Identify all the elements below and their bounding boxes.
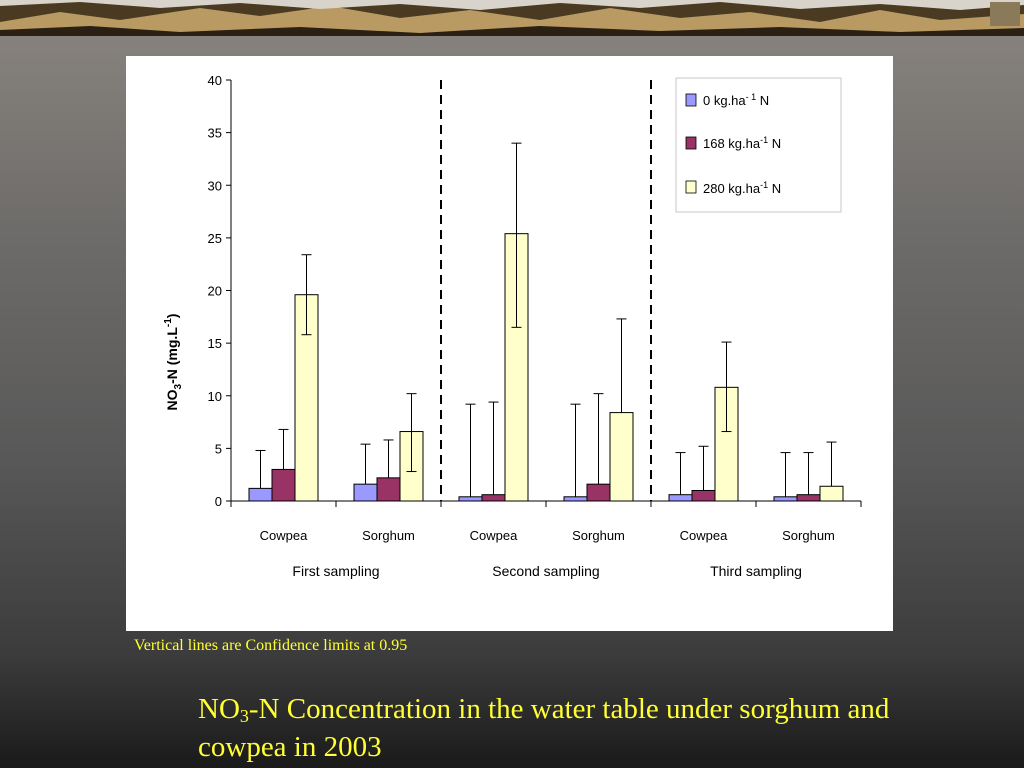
legend-item-0: 0 kg.ha- 1 N [685, 92, 769, 108]
chart-panel: NO3-N (mg.L-1) 0 5 10 15 20 25 30 35 40 Cowpea Sor… [126, 56, 893, 631]
x-category-label: Sorghum [782, 528, 835, 543]
x-category-label: Sorghum [572, 528, 625, 543]
slide-title-suffix: -N Concentration in the water table unde… [198, 693, 890, 763]
bar-chart: NO3-N (mg.L-1) 0 5 10 15 20 25 30 35 40 Cowpea Sor… [163, 73, 862, 579]
bar-series-2 [609, 412, 634, 502]
y-tick-label: 35 [208, 126, 222, 141]
x-group-label: First sampling [292, 563, 379, 579]
y-tick-label: 15 [208, 336, 222, 351]
y-tick-label: 5 [215, 441, 222, 456]
bar-series-0 [458, 496, 483, 502]
legend-label-168: 168 kg.ha-1 N [703, 135, 781, 151]
x-category-label: Cowpea [470, 528, 518, 543]
bar-series-1 [691, 489, 716, 502]
y-tick-label: 20 [208, 284, 222, 299]
bar-series-1 [586, 483, 611, 502]
bar-series-1 [271, 468, 296, 502]
y-tick-label: 25 [208, 231, 222, 246]
y-tick-label: 30 [208, 178, 222, 193]
bar-series-1 [481, 494, 506, 502]
bar-series-0 [563, 496, 588, 502]
legend-box [675, 77, 842, 213]
bar-series-0 [353, 483, 378, 502]
x-group-label: Second sampling [492, 563, 599, 579]
legend: 0 kg.ha- 1 N 168 kg.ha-1 N 280 kg.ha-1 N [675, 77, 842, 213]
legend-label-280: 280 kg.ha-1 N [703, 180, 781, 196]
x-category-label: Cowpea [680, 528, 728, 543]
legend-swatch-280 [685, 180, 697, 194]
decorative-landscape-banner [0, 0, 1024, 36]
x-category-label: Cowpea [260, 528, 308, 543]
slide-title-prefix: NO [198, 693, 240, 725]
x-group-label: Third sampling [710, 563, 802, 579]
bar-series-0 [773, 496, 798, 502]
bar-series-2 [819, 485, 844, 502]
slide-title-subscript: 3 [239, 706, 249, 726]
y-tick-label: 10 [208, 389, 222, 404]
x-category-label: Sorghum [362, 528, 415, 543]
legend-item-280: 280 kg.ha-1 N [685, 180, 781, 196]
legend-item-168: 168 kg.ha-1 N [685, 135, 781, 151]
confidence-limits-note: Vertical lines are Confidence limits at … [134, 637, 408, 654]
legend-label-0: 0 kg.ha- 1 N [703, 92, 769, 108]
bar-series-0 [668, 494, 693, 502]
y-axis-title: NO3-N (mg.L-1) [163, 314, 184, 411]
slide-title: NO3-N Concentration in the water table u… [198, 690, 898, 766]
bar-series-1 [796, 494, 821, 502]
y-tick-label: 40 [208, 73, 222, 88]
bar-series-1 [376, 477, 401, 502]
y-tick-label: 0 [215, 494, 222, 509]
bar-series-0 [248, 487, 273, 502]
legend-swatch-0 [685, 93, 697, 107]
legend-swatch-168 [685, 136, 697, 150]
